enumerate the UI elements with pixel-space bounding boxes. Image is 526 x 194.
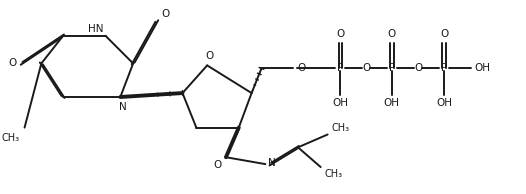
Text: N: N [119, 102, 127, 112]
Text: O: O [205, 51, 213, 61]
Text: HN: HN [88, 24, 104, 34]
Text: O: O [388, 29, 396, 39]
Text: O: O [336, 29, 345, 39]
Text: P: P [337, 63, 343, 73]
Text: P: P [441, 63, 447, 73]
Text: O: O [214, 160, 222, 170]
Text: P: P [389, 63, 395, 73]
Text: OH: OH [436, 98, 452, 108]
Text: O: O [162, 9, 170, 19]
Text: O: O [8, 58, 17, 68]
Text: N: N [268, 158, 276, 168]
Text: OH: OH [474, 63, 491, 73]
Text: O: O [414, 63, 422, 73]
Text: CH₃: CH₃ [331, 123, 350, 133]
Text: O: O [440, 29, 448, 39]
Text: O: O [297, 63, 305, 73]
Text: O: O [362, 63, 370, 73]
Text: OH: OH [384, 98, 400, 108]
Text: OH: OH [332, 98, 348, 108]
Text: CH₃: CH₃ [2, 133, 19, 143]
Text: CH₃: CH₃ [325, 169, 343, 179]
